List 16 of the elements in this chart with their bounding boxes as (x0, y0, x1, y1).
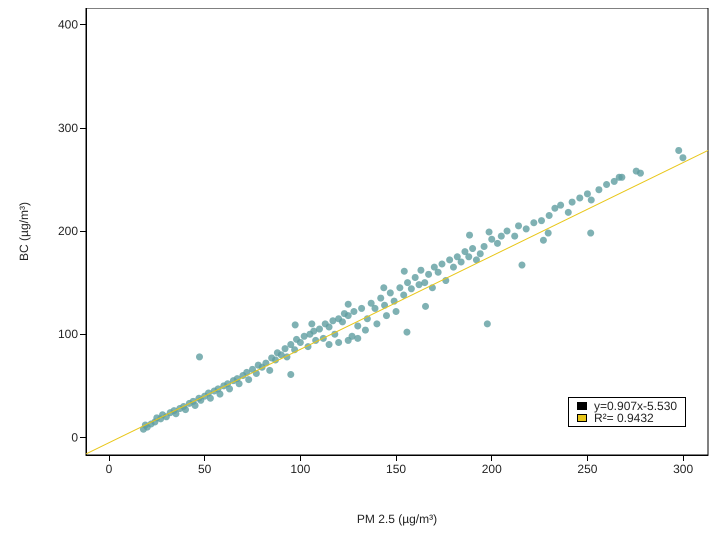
x-tick-label: 250 (577, 462, 598, 476)
y-tick-label: 300 (58, 120, 78, 135)
y-axis-title: BC (µg/m³) (17, 202, 31, 261)
x-tick-label: 300 (673, 462, 694, 476)
x-tick-label: 100 (290, 462, 311, 476)
x-tick-label: 50 (198, 462, 212, 476)
x-tick-label: 150 (386, 462, 406, 476)
annotation: y=0.907x-5.530 (594, 399, 678, 413)
x-axis-title: PM 2.5 (µg/m³) (356, 512, 438, 526)
y-tick-label: 100 (58, 327, 78, 342)
x-tick-label: 200 (482, 462, 502, 476)
annotation: R²= 0.9432 (594, 411, 654, 425)
y-tick-label: 0 (71, 430, 78, 444)
y-tick-label: 400 (58, 18, 78, 32)
x-tick-label: 0 (106, 462, 113, 476)
y-tick-label: 200 (58, 224, 78, 238)
